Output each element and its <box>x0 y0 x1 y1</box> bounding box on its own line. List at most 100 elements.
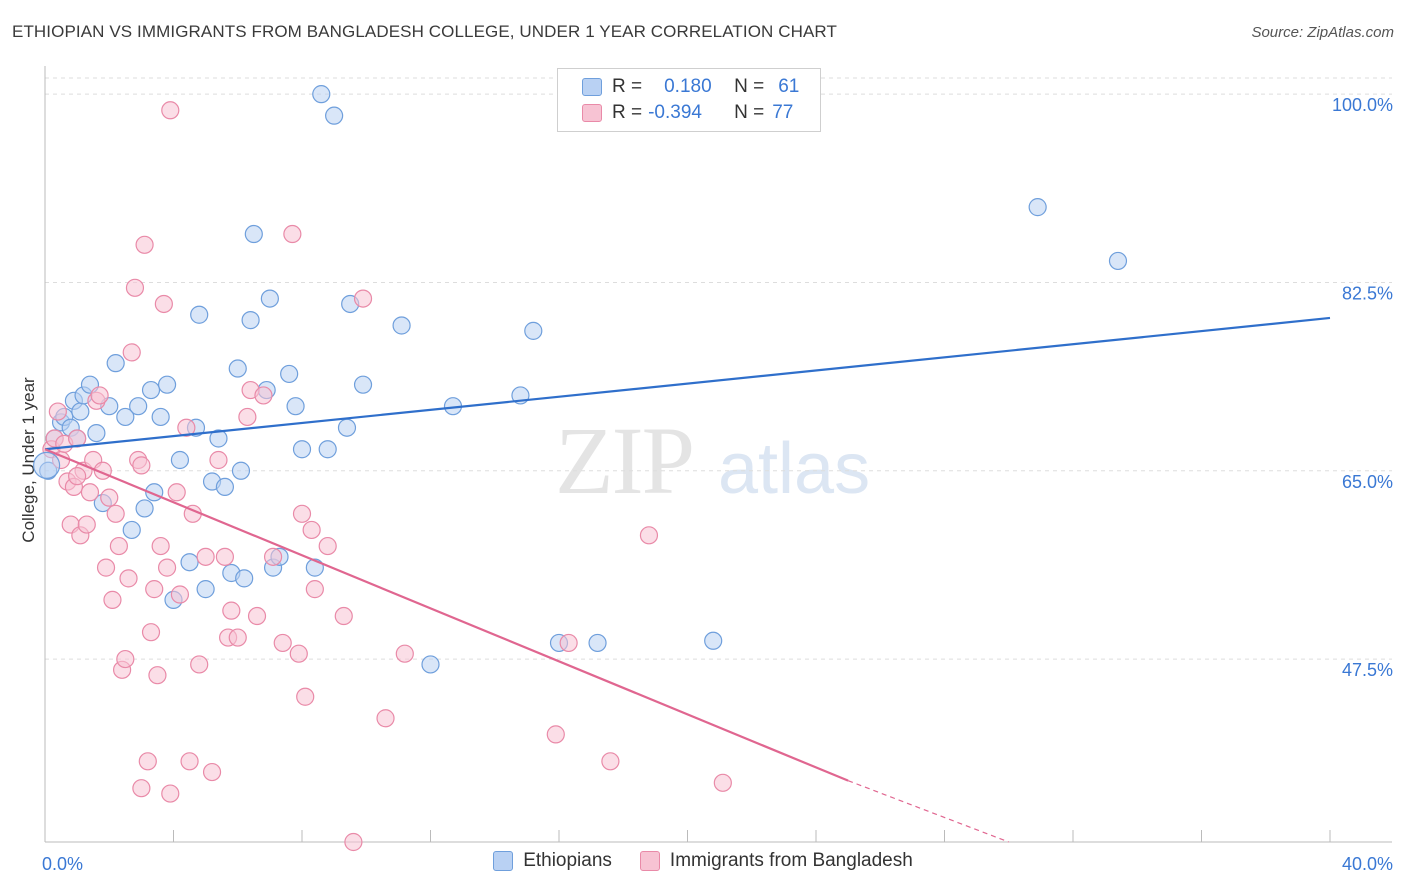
bangladesh-point <box>353 289 373 308</box>
ethiopians-legend-swatch <box>493 851 514 871</box>
ethiopian-point <box>241 311 260 330</box>
ethiopian-point <box>353 375 373 394</box>
ethiopian-point <box>122 520 141 540</box>
ethiopian-point <box>157 375 177 394</box>
bangladesh-point <box>190 655 209 674</box>
ethiopian-point <box>170 450 190 470</box>
bangladesh-point <box>77 515 96 534</box>
bangladesh-point <box>292 504 312 523</box>
bangladesh-point <box>90 386 109 405</box>
bangladesh-point <box>305 580 324 599</box>
stats-row-ethiopians: R = 0.180 N = 61 <box>558 74 799 100</box>
ethiopian-point <box>704 631 723 650</box>
bangladesh-point <box>116 649 135 669</box>
bangladesh-point <box>148 666 167 685</box>
bangladesh-point <box>376 709 395 728</box>
ethiopian-point <box>588 633 607 653</box>
legend-item-ethiopians[interactable]: Ethiopians <box>493 850 612 872</box>
ethiopians-swatch <box>582 78 602 96</box>
ethiopian-point <box>318 440 337 459</box>
r-label: R = <box>612 102 643 123</box>
ethiopian-point <box>87 423 106 443</box>
r-label: R = <box>612 76 643 97</box>
bangladesh-point <box>228 628 247 647</box>
ethiopian-point <box>71 402 90 421</box>
legend-item-bangladesh[interactable]: Immigrants from Bangladesh <box>639 850 913 872</box>
y-axis-label: College, Under 1 year <box>19 377 38 543</box>
ethiopian-point <box>196 580 215 599</box>
bangladesh-point <box>48 402 67 421</box>
ethiopian-point <box>1108 251 1128 271</box>
ethiopian-point <box>392 316 411 335</box>
watermark-zip: ZIP <box>555 407 695 514</box>
bangladesh-point <box>318 536 337 556</box>
n-label: N = <box>734 102 765 123</box>
stats-row-bangladesh: R = -0.394 N = 77 <box>558 100 793 126</box>
ethiopian-point <box>235 569 254 588</box>
ethiopian-point <box>151 407 170 427</box>
x-tick-label: 0.0% <box>42 854 83 874</box>
bangladesh-point <box>180 752 199 771</box>
bangladesh-point <box>161 784 180 803</box>
n-value: 61 <box>778 76 800 97</box>
bangladesh-point <box>161 101 180 120</box>
bangladesh-point <box>170 585 190 604</box>
ethiopian-point <box>524 321 543 340</box>
bangladesh-point <box>100 488 119 507</box>
legend-label-ethiopians: Ethiopians <box>523 850 612 871</box>
ethiopians-trend-line <box>44 316 1331 451</box>
ethiopian-point <box>231 461 251 480</box>
ethiopian-point <box>292 440 312 459</box>
bangladesh-point <box>559 633 578 653</box>
bangladesh-point <box>151 536 170 556</box>
r-value: -0.394 <box>648 102 702 123</box>
ethiopian-point <box>228 359 247 378</box>
ethiopian-point <box>312 85 331 104</box>
bangladesh-point <box>273 633 292 653</box>
ethiopian-point <box>421 655 440 674</box>
bangladesh-point <box>68 467 87 486</box>
bangladesh-point <box>713 773 732 792</box>
bangladesh-trend-extension <box>847 780 1009 843</box>
bangladesh-point <box>103 590 122 609</box>
bangladesh-point <box>302 520 321 540</box>
bangladesh-point <box>132 456 151 475</box>
bangladesh-point <box>125 278 145 297</box>
bangladesh-point <box>546 725 565 744</box>
bangladesh-point <box>395 644 414 663</box>
bangladesh-point <box>639 526 659 545</box>
r-value: 0.180 <box>664 76 712 97</box>
bangladesh-point <box>138 752 157 771</box>
legend-label-bangladesh: Immigrants from Bangladesh <box>669 850 913 871</box>
source-label: Source: ZipAtlas.com <box>1251 24 1394 41</box>
bangladesh-point <box>80 483 100 502</box>
bangladesh-legend-swatch <box>639 851 660 871</box>
bangladesh-point <box>157 558 177 577</box>
bangladesh-point <box>254 386 273 405</box>
ethiopian-point <box>286 397 305 416</box>
bangladesh-point <box>344 832 363 852</box>
bangladesh-point <box>141 623 161 642</box>
bangladesh-point <box>135 235 154 254</box>
ethiopian-point <box>260 289 279 308</box>
bangladesh-point <box>145 580 164 599</box>
bangladesh-point <box>296 687 315 706</box>
ethiopian-point <box>325 106 344 125</box>
bangladesh-point <box>247 606 267 626</box>
watermark-atlas: atlas <box>718 429 871 509</box>
bangladesh-point <box>289 644 308 663</box>
ethiopian-point <box>135 499 154 518</box>
ethiopian-point <box>337 418 357 437</box>
bangladesh-point <box>215 547 234 566</box>
ethiopian-point <box>244 224 263 244</box>
bangladesh-point <box>202 762 222 782</box>
x-tick-label: 40.0% <box>1342 854 1393 874</box>
bangladesh-swatch <box>582 104 602 122</box>
bangladesh-point <box>601 752 620 771</box>
bangladesh-point <box>122 343 141 362</box>
bangladesh-point <box>222 601 241 620</box>
bangladesh-point <box>119 569 138 588</box>
bangladesh-point <box>106 504 125 523</box>
y-tick-label: 100.0% <box>1332 95 1393 115</box>
